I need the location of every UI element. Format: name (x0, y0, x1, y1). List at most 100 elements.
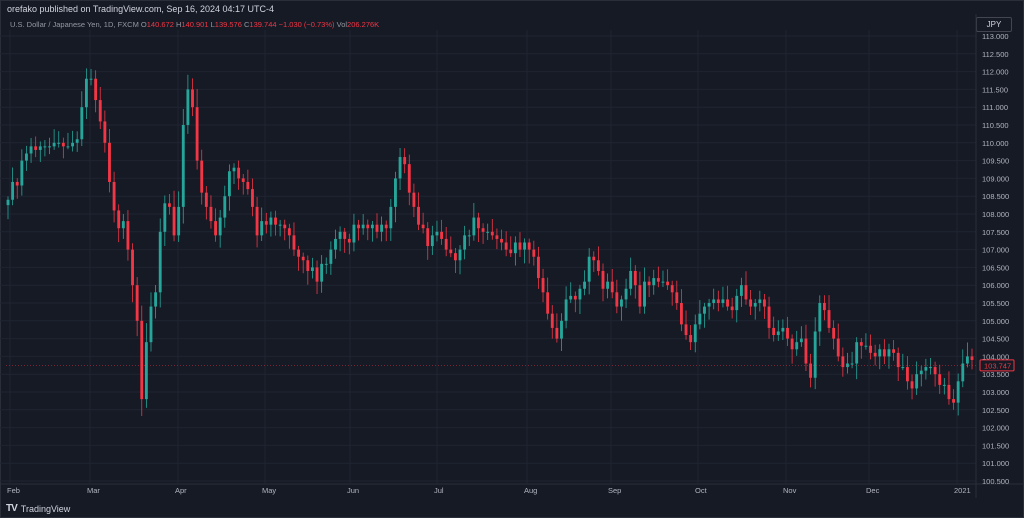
time-axis[interactable]: Feb Mar Apr May Jun Jul Aug Sep Oct Nov Dec 2021 (7, 486, 971, 495)
candle-body (168, 203, 171, 207)
price-tick-label: 104.000 (982, 352, 1009, 361)
candle-body (726, 299, 729, 307)
candle-body (389, 206, 393, 229)
candle-body (841, 356, 845, 368)
ohlc-high-label: H (175, 20, 182, 29)
price-tick-label: 105.500 (982, 299, 1009, 308)
candle-body (163, 203, 167, 232)
candle-body (209, 206, 213, 222)
candle-body (679, 303, 683, 325)
ohlc-open: 140.672 (146, 20, 174, 29)
candle-body (80, 107, 84, 140)
candle-body (34, 146, 38, 150)
candle-body (135, 285, 139, 321)
candle-body (11, 181, 15, 200)
candle-body (278, 224, 282, 226)
candle-body (730, 306, 734, 311)
candle-body (269, 217, 273, 225)
candle-body (181, 125, 185, 207)
candle-body (140, 320, 144, 400)
candle-body (52, 142, 56, 147)
candle-body (403, 157, 407, 165)
grid-lines (0, 14, 1024, 498)
candle-body (426, 228, 430, 247)
candle-body (20, 160, 24, 186)
candle-body (61, 142, 65, 147)
candle-body (57, 142, 61, 144)
candle-body (366, 224, 370, 229)
candle-body (772, 327, 776, 336)
candle-body (490, 231, 494, 236)
price-axis[interactable]: 113.000 112.500 112.000 111.500 111.000 110.5… (982, 32, 1009, 486)
candle-body (587, 256, 591, 282)
candle-body (380, 224, 384, 232)
candle-body (910, 381, 914, 389)
candle-body (297, 249, 301, 257)
candle-body (287, 228, 291, 236)
candle-body (204, 192, 208, 207)
price-tick-label: 102.000 (982, 424, 1009, 433)
candle-body (246, 181, 250, 190)
candle-body (956, 381, 960, 403)
candle-body (744, 285, 748, 300)
time-tick-label: Dec (866, 486, 880, 495)
candle-body (855, 342, 859, 364)
candle-body (255, 206, 259, 236)
candle-body (896, 352, 900, 368)
price-tick-label: 110.500 (982, 121, 1009, 130)
candle-body (638, 285, 642, 307)
price-tick-label: 112.000 (982, 68, 1009, 77)
candle-body (670, 285, 674, 293)
candle-body (324, 263, 328, 265)
candle-body (154, 292, 158, 307)
price-tick-label: 103.000 (982, 388, 1009, 397)
time-tick-label: Mar (87, 486, 100, 495)
candle-body (370, 224, 374, 229)
candle-body (195, 107, 199, 161)
candle-body (500, 238, 503, 243)
candle-body (749, 299, 753, 307)
price-tick-label: 105.000 (982, 317, 1009, 326)
candle-body (753, 303, 757, 307)
candle-body (112, 181, 116, 211)
ohlc-low: 139.576 (214, 20, 242, 29)
candle-body (251, 189, 254, 207)
candle-body (94, 78, 98, 101)
tradingview-brand[interactable]: TV TradingView (6, 503, 70, 514)
candle-body (347, 238, 351, 243)
ohlc-change: −1.030 (−0.73%) (278, 20, 335, 29)
price-tick-label: 110.000 (982, 139, 1009, 148)
time-tick-label: Oct (695, 486, 708, 495)
symbol-name: U.S. Dollar / Japanese Yen, 1D, FXCM (10, 20, 139, 29)
candle-body (942, 384, 946, 386)
time-tick-label: Jul (434, 486, 444, 495)
candle-body (481, 228, 485, 232)
candle-body (970, 356, 974, 360)
brand-text: TradingView (20, 503, 71, 514)
candle-body (292, 235, 296, 250)
candle-body (463, 235, 467, 250)
last-price-marker: 103.747 (6, 359, 1015, 372)
candle-body (117, 210, 121, 229)
candle-body (200, 160, 204, 193)
candle-body (652, 278, 656, 286)
candle-body (610, 281, 614, 293)
candle-body (924, 367, 928, 371)
candle-body (527, 242, 531, 250)
symbol-legend[interactable]: U.S. Dollar / Japanese Yen, 1D, FXCM O14… (10, 20, 379, 29)
candle-body (818, 303, 822, 332)
candle-body (836, 338, 840, 357)
candle-body (172, 206, 176, 236)
candle-body (29, 146, 33, 154)
candle-body (186, 89, 190, 125)
candle-body (177, 206, 181, 236)
candle-body (126, 221, 130, 250)
price-tick-label: 108.500 (982, 192, 1009, 201)
price-tick-label: 109.000 (982, 174, 1009, 183)
candle-body (394, 178, 397, 207)
candle-body (15, 181, 19, 186)
candle-body (735, 295, 739, 311)
candle-body (361, 224, 365, 229)
candle-body (703, 306, 706, 314)
